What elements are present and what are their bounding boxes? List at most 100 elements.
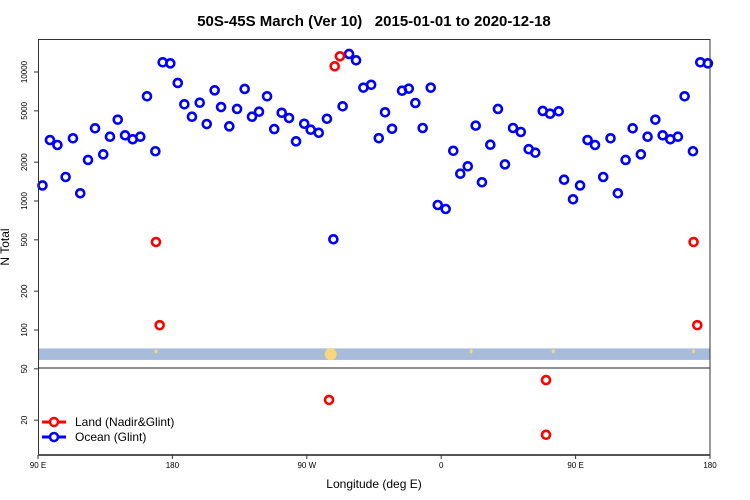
y-tick-label: 500 <box>20 233 29 247</box>
ocean-point <box>627 123 638 134</box>
land-point <box>150 236 162 248</box>
y-axis-label: N Total <box>0 228 12 265</box>
ocean-point <box>231 103 243 115</box>
ocean-point <box>52 139 63 151</box>
ocean-point <box>425 82 437 93</box>
ocean-point <box>201 118 213 130</box>
ocean-point <box>672 131 684 143</box>
ocean-point <box>268 123 280 135</box>
legend-land-label: Land (Nadir&Glint) <box>75 415 174 429</box>
ocean-point <box>37 180 48 191</box>
ocean-point <box>141 91 153 102</box>
ocean-point <box>485 139 496 151</box>
ocean-point <box>447 145 459 157</box>
ocean-point <box>239 83 250 95</box>
ocean-point <box>605 133 616 144</box>
ocean-point <box>150 145 161 157</box>
land-point <box>154 319 166 331</box>
ocean-point <box>515 126 527 138</box>
ocean-point <box>373 132 385 144</box>
x-tick-label: 90 W <box>297 461 316 470</box>
ocean-point <box>321 113 333 125</box>
ocean-point <box>60 171 71 183</box>
ocean-point <box>223 121 235 132</box>
y-tick-label: 200 <box>20 284 29 298</box>
data-points <box>37 48 714 441</box>
legend-ocean-label: Ocean (Glint) <box>75 430 146 444</box>
ocean-point <box>589 139 601 151</box>
ocean-point <box>179 98 190 110</box>
ocean-point <box>529 147 541 158</box>
land-point <box>692 319 703 331</box>
ocean-point <box>74 187 86 199</box>
y-tick-label: 10000 <box>20 60 29 83</box>
ocean-point <box>574 180 586 191</box>
ocean-point <box>567 193 579 205</box>
ocean-point <box>642 131 653 143</box>
land-point <box>688 236 699 248</box>
ocean-point <box>657 130 668 141</box>
ocean-point <box>507 122 519 134</box>
ocean-point <box>597 171 609 183</box>
y-tick-label: 100 <box>20 323 29 337</box>
ocean-point <box>261 91 273 102</box>
y-tick-label: 20 <box>20 415 29 424</box>
ocean-point <box>553 105 565 117</box>
ocean-point <box>620 154 631 166</box>
legend-ocean-marker <box>48 431 60 443</box>
ocean-point <box>440 203 451 215</box>
ocean-point <box>499 159 511 170</box>
ocean-point <box>379 107 391 118</box>
band-mark <box>154 349 158 354</box>
ocean-point <box>470 120 481 131</box>
ocean-point <box>612 187 624 199</box>
ocean-point <box>209 85 220 96</box>
ocean-point <box>582 134 593 146</box>
band-mark <box>692 349 696 354</box>
ocean-point <box>687 145 699 157</box>
y-tick-label: 2000 <box>20 153 29 171</box>
ocean-point <box>679 91 690 102</box>
ocean-point <box>702 58 714 69</box>
ocean-point <box>417 122 428 134</box>
band-mark <box>469 349 473 354</box>
ocean-point <box>276 107 288 119</box>
ocean-point <box>337 101 348 112</box>
chart-title: 50S-45S March (Ver 10) 2015-01-01 to 202… <box>197 13 551 30</box>
ocean-point <box>313 127 325 139</box>
ocean-point <box>410 97 421 109</box>
ocean-point <box>67 133 79 144</box>
y-tick-label: 1000 <box>20 192 29 210</box>
ocean-point <box>476 176 488 188</box>
x-axis: 90 E 180 90 W 0 90 E 180 <box>30 455 717 470</box>
ocean-point <box>246 111 258 123</box>
ocean-point <box>462 160 474 172</box>
x-tick-label: 90 E <box>30 461 46 470</box>
land-point <box>540 374 552 386</box>
ocean-point <box>350 54 362 66</box>
ocean-point <box>253 106 265 118</box>
ocean-point <box>290 136 302 147</box>
ocean-point <box>328 233 339 245</box>
ocean-point <box>558 174 570 186</box>
land-point <box>329 61 341 72</box>
ocean-point <box>432 199 444 211</box>
ocean-point <box>172 77 184 89</box>
ocean-point <box>97 149 109 160</box>
ocean-point <box>82 154 94 166</box>
ocean-point <box>112 114 124 125</box>
ocean-point <box>403 83 415 94</box>
land-point <box>323 394 335 406</box>
ocean-point <box>455 168 466 179</box>
band-layer <box>38 348 710 361</box>
ocean-point <box>283 112 295 124</box>
ocean-point <box>186 111 198 123</box>
ocean-point <box>365 79 377 91</box>
ocean-point <box>650 114 661 125</box>
y-axis: 10000 5000 2000 1000 500 200 100 50 20 <box>20 60 38 425</box>
plot-frame <box>38 39 711 456</box>
y-tick-label: 50 <box>20 364 29 373</box>
ocean-point <box>89 123 101 134</box>
